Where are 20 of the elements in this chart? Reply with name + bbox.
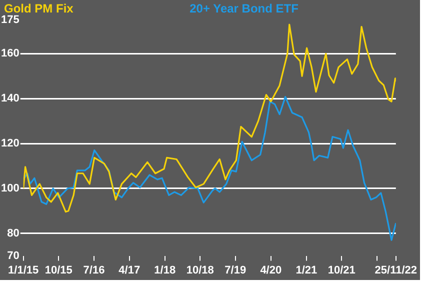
x-tick-label: 10/15 xyxy=(44,264,72,276)
x-tick-label: 4/20 xyxy=(260,264,282,276)
x-tick-label: 10/21 xyxy=(328,264,356,276)
x-tick-label: 7/19 xyxy=(224,264,246,276)
y-tick-label: 160 xyxy=(0,48,20,60)
y-tick-label: 120 xyxy=(0,138,20,150)
text: 20+ Year Bond ETF xyxy=(190,1,298,16)
y-tick-label: 80 xyxy=(7,227,20,240)
x-tick-label: 4/17 xyxy=(118,264,140,276)
text: Gold PM Fix xyxy=(4,1,74,16)
y-tick-label: 175 xyxy=(0,14,20,26)
x-tick-label: 25/11/22 xyxy=(374,264,418,276)
x-tick-label: 1/18 xyxy=(154,264,176,276)
x-tick-label: 10/18 xyxy=(186,264,214,276)
x-tick-label: 1/1/15 xyxy=(8,264,39,276)
x-tick-label: 7/16 xyxy=(83,264,105,276)
x-tick-label: 1/21 xyxy=(296,264,318,276)
y-tick-label: 140 xyxy=(0,92,20,105)
y-tick-label: 100 xyxy=(0,182,20,194)
y-tick-label: 70 xyxy=(7,250,20,262)
